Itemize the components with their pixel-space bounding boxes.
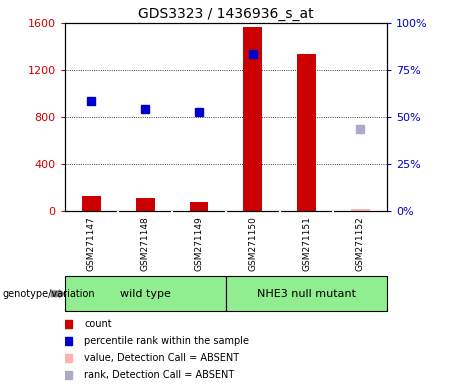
Text: count: count bbox=[84, 318, 112, 329]
Text: NHE3 null mutant: NHE3 null mutant bbox=[257, 289, 356, 299]
Text: GSM271147: GSM271147 bbox=[87, 217, 96, 271]
Title: GDS3323 / 1436936_s_at: GDS3323 / 1436936_s_at bbox=[138, 7, 313, 21]
Bar bbox=[351, 209, 370, 211]
Bar bbox=[243, 26, 262, 211]
Bar bbox=[226, 276, 387, 311]
Text: GSM271151: GSM271151 bbox=[302, 217, 311, 271]
Bar bbox=[297, 54, 316, 211]
Text: wild type: wild type bbox=[120, 289, 171, 299]
Bar bbox=[82, 196, 101, 211]
Bar bbox=[189, 202, 208, 211]
Bar bbox=[65, 276, 226, 311]
Text: GSM271152: GSM271152 bbox=[356, 217, 365, 271]
Text: GSM271149: GSM271149 bbox=[195, 217, 203, 271]
Text: percentile rank within the sample: percentile rank within the sample bbox=[84, 336, 249, 346]
Text: value, Detection Call = ABSENT: value, Detection Call = ABSENT bbox=[84, 353, 240, 363]
Text: rank, Detection Call = ABSENT: rank, Detection Call = ABSENT bbox=[84, 370, 235, 381]
Text: GSM271148: GSM271148 bbox=[141, 217, 150, 271]
Text: GSM271150: GSM271150 bbox=[248, 217, 257, 271]
Bar bbox=[136, 198, 154, 211]
Text: genotype/variation: genotype/variation bbox=[2, 289, 95, 299]
